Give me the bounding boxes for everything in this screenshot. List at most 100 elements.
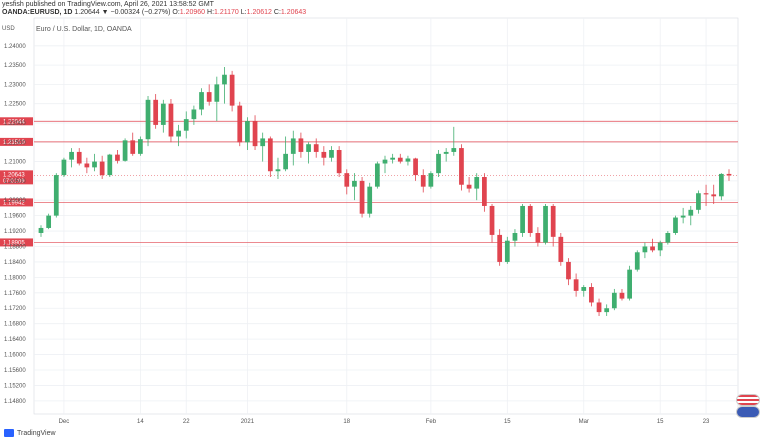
price-level-tag — [0, 238, 33, 247]
y-tick-label: 1.23000 — [4, 82, 26, 88]
candle-body — [397, 157, 403, 162]
y-tick-label: 1.19600 — [4, 214, 26, 220]
candle-body — [558, 236, 564, 262]
x-tick-label: 15 — [504, 419, 511, 425]
last-price-tag — [0, 170, 33, 185]
candle-body — [122, 140, 128, 161]
candle-body — [665, 232, 671, 243]
candle-body — [474, 177, 480, 189]
candle-body — [581, 287, 587, 291]
candle-body — [459, 148, 464, 185]
open-value: 1.20960 — [179, 9, 206, 16]
x-tick-label: 14 — [137, 419, 144, 425]
candle-body — [634, 252, 640, 270]
horizontal-levels: 1.22044 1.21510 1.19942 1.18905 1.2064307:01… — [0, 117, 738, 247]
price-level-tag — [0, 198, 33, 207]
candle-body — [650, 246, 655, 251]
y-tick-label: 1.22500 — [4, 102, 26, 108]
axes: 1.24000 1.23500 1.23000 1.22500 1.22000 1.215… — [4, 44, 710, 425]
candle-body — [451, 148, 457, 152]
candle-body — [680, 215, 686, 218]
y-tick-label: 1.16000 — [4, 353, 26, 359]
candle-body — [321, 151, 327, 158]
ohlc-row: OANDA:EURUSD, 1D 1.20644 ▼ −0.00324 (−0.… — [2, 9, 306, 17]
candle-body — [138, 139, 143, 154]
candle-body — [99, 161, 105, 176]
y-tick-label: 1.23500 — [4, 63, 26, 69]
candle-body — [84, 163, 90, 168]
candle-body — [482, 177, 487, 206]
high-value: 1.21170 — [214, 9, 239, 16]
publish-info: yesfish published on TradingView.com, Ap… — [2, 1, 306, 9]
x-tick-label: Mar — [579, 419, 589, 425]
y-tick-label: 1.16400 — [4, 337, 26, 343]
candles — [38, 67, 732, 316]
candle-body — [69, 151, 74, 160]
candle-body — [497, 234, 503, 262]
candle-body — [443, 151, 449, 154]
candle-body — [191, 109, 197, 120]
candle-body — [229, 74, 235, 106]
candle-body — [726, 173, 732, 176]
symbol: OANDA:EURUSD, 1D — [2, 9, 73, 16]
candle-body — [237, 105, 243, 143]
y-tick-label: 1.21500 — [4, 140, 26, 146]
candle-body — [38, 227, 44, 233]
price-level-tag — [0, 137, 33, 146]
candle-body — [130, 140, 136, 154]
candle-body — [520, 205, 525, 233]
candle-body — [359, 180, 365, 214]
price-level-label: 1.19942 — [3, 200, 25, 206]
candle-body — [245, 121, 250, 143]
candle-body — [298, 138, 304, 152]
candle-body — [336, 150, 342, 174]
y-tick-label: 1.20500 — [4, 179, 26, 185]
y-tick-label: 1.24000 — [4, 44, 26, 50]
last-price-countdown: 07:01:09 — [3, 178, 24, 184]
price-level-label: 1.18905 — [3, 240, 25, 246]
candle-body — [290, 138, 296, 154]
candle-body — [222, 74, 227, 85]
candle-body — [313, 144, 319, 152]
y-tick-label: 1.21000 — [4, 160, 26, 166]
candle-body — [504, 240, 510, 262]
close-label: C: — [273, 9, 281, 16]
publish-text: yesfish published on TradingView.com, Ap… — [2, 1, 214, 8]
candle-body — [589, 287, 594, 303]
candle-body — [214, 84, 220, 102]
candle-body — [275, 169, 281, 172]
x-tick-label: 22 — [183, 419, 190, 425]
candle-body — [627, 269, 632, 299]
y-tick-label: 1.18800 — [4, 244, 26, 250]
candle-body — [76, 151, 82, 164]
y-tick-label: 1.17200 — [4, 306, 26, 312]
candle-body — [611, 292, 617, 309]
candle-body — [160, 103, 166, 125]
x-tick-label: 18 — [343, 419, 350, 425]
candle-body — [352, 180, 357, 187]
candle-body — [420, 175, 426, 187]
candle-body — [107, 154, 113, 176]
brand-name: TradingView — [17, 429, 56, 437]
y-tick-label: 1.18000 — [4, 275, 26, 281]
candle-body — [183, 119, 189, 131]
candle-body — [61, 159, 67, 176]
grid — [33, 17, 739, 415]
x-tick-label: Feb — [426, 419, 437, 425]
candle-body — [673, 217, 678, 233]
last-price-label: 1.20643 — [3, 172, 25, 178]
candle-body — [527, 205, 533, 233]
price-level-label: 1.21510 — [3, 140, 25, 146]
y-tick-label: 1.16800 — [4, 322, 26, 328]
candle-body — [283, 153, 288, 170]
candle-body — [688, 209, 694, 216]
y-tick-label: 1.14800 — [4, 399, 26, 405]
eu-flag-icon — [736, 406, 760, 418]
candle-body — [550, 205, 556, 237]
chart-title: Euro / U.S. Dollar, 1D, OANDA — [36, 26, 132, 33]
candle-body — [703, 193, 709, 195]
candle-body — [199, 92, 204, 110]
close-value: 1.20643 — [280, 9, 307, 16]
y-tick-label: 1.19200 — [4, 229, 26, 235]
